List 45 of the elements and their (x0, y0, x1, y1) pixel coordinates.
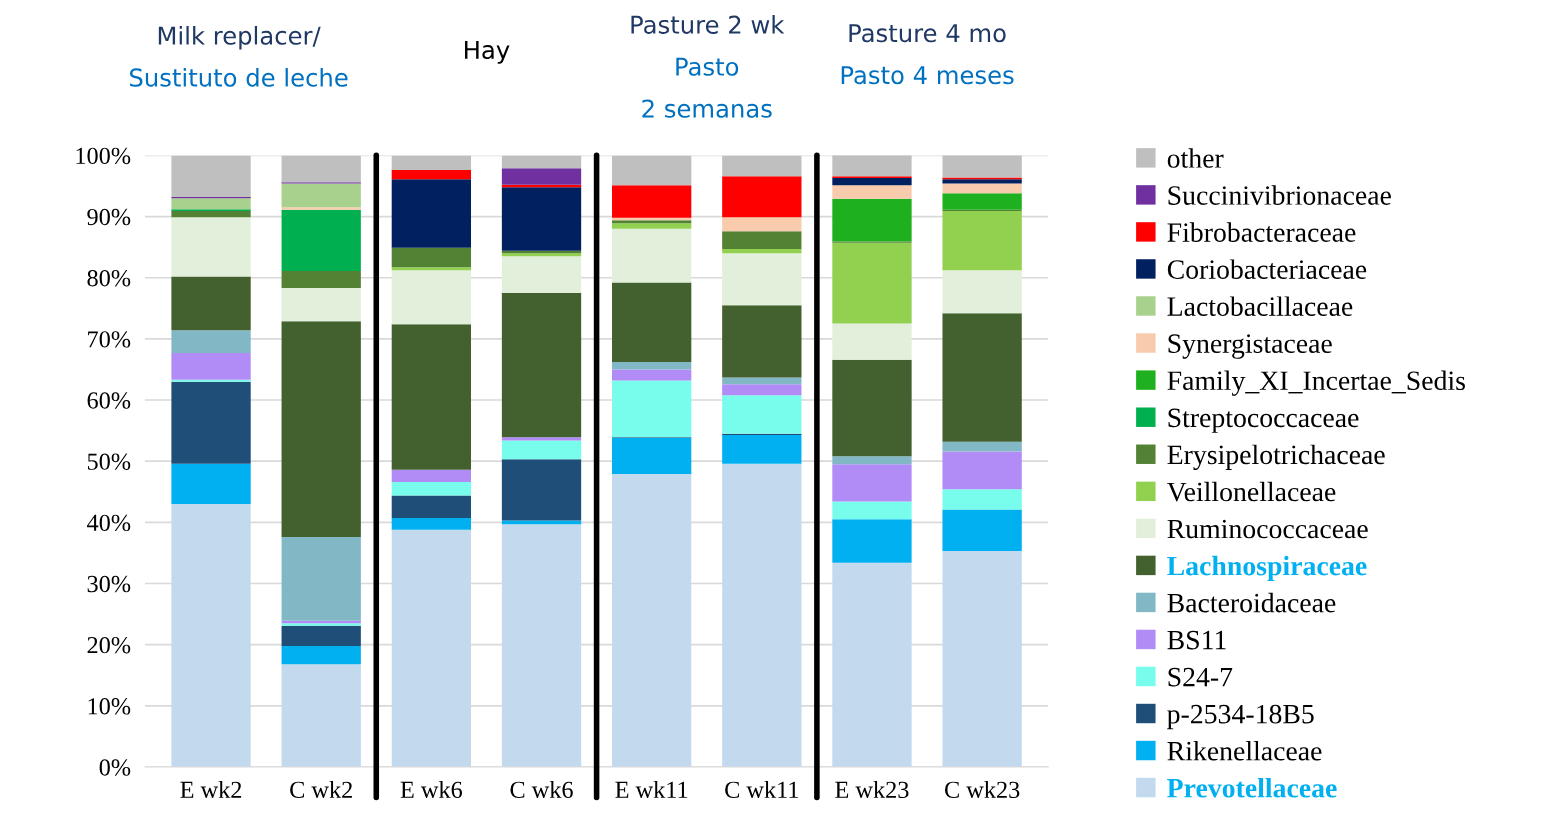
legend-label: other (1167, 148, 1224, 168)
legend-label: Coriobacteriaceae (1167, 259, 1367, 279)
legend-label: Ruminococcaceae (1167, 519, 1368, 539)
x-tick-label: E wk2 (180, 780, 242, 799)
text: Sustituto de leche (130, 67, 348, 87)
text: Pasture 4 mo (849, 24, 1006, 43)
legend-label: Family_XI_Incertae_Sedis (1167, 370, 1465, 396)
y-tick-label: 20% (87, 636, 131, 654)
x-tick-label: E wk23 (835, 780, 909, 799)
y-tick-label: 70% (88, 331, 131, 348)
legend-label: S24-7 (1168, 667, 1233, 687)
y-tick-label: 90% (87, 208, 131, 226)
legend-label: Fibrobacteraceae (1167, 222, 1356, 242)
legend-label: Veillonellaceae (1166, 481, 1336, 502)
y-tick-label: 100% (76, 147, 131, 165)
legend-label: Prevotellaceae (1167, 778, 1337, 798)
text: Pasto 4 meses (841, 66, 1014, 85)
legend-label: Erysipelotrichaceae (1167, 444, 1385, 470)
x-tick-label: C wk23 (944, 780, 1020, 799)
text: Hay (465, 41, 510, 64)
legend-label: p-2534-18B5 (1167, 704, 1314, 730)
legend-label: Streptococcaceae (1168, 408, 1359, 433)
y-tick-label: 60% (87, 392, 131, 409)
x-tick-label: C wk11 (725, 780, 799, 799)
legend-label: Rikenellaceae (1167, 740, 1322, 761)
legend-label: BS11 (1167, 630, 1226, 650)
y-tick-label: 30% (87, 575, 131, 593)
legend-label: Synergistaceae (1168, 334, 1332, 359)
x-tick-label: E wk11 (615, 780, 688, 799)
text: Pasture 2 wk (631, 15, 785, 34)
x-tick-label: E wk6 (400, 780, 463, 799)
y-tick-label: 10% (88, 698, 131, 715)
y-tick-label: 40% (86, 514, 131, 532)
y-tick-label: 50% (87, 453, 131, 470)
text: Milk replacer/ (158, 25, 321, 50)
y-tick-label: 80% (87, 269, 131, 287)
x-tick-label: C wk6 (510, 780, 573, 799)
text: Pasto (676, 57, 739, 76)
x-tick-label: C wk2 (290, 780, 352, 799)
legend-label: Succinivibrionaceae (1168, 185, 1391, 205)
text: 2 semanas (642, 99, 772, 118)
y-tick-label: 0% (99, 759, 131, 776)
legend-label: Lachnospiraceae (1167, 555, 1367, 582)
legend-label: Bacteroidaceae (1167, 592, 1336, 613)
legend-label: Lactobacillaceae (1167, 296, 1353, 316)
